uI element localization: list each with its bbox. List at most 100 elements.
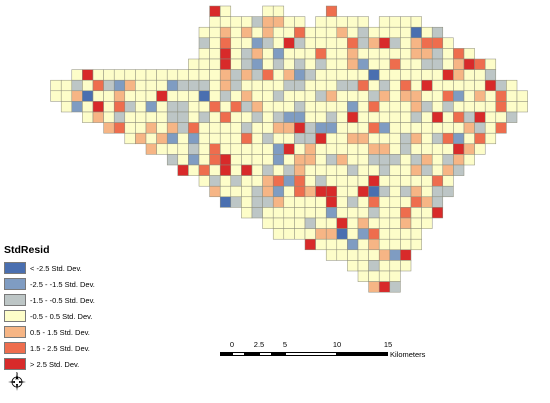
grid-cell (325, 101, 338, 113)
grid-cell (474, 58, 486, 70)
grid-cell (410, 122, 422, 134)
grid-cell (294, 175, 306, 187)
grid-cell (166, 143, 179, 155)
grid-cell (453, 154, 465, 166)
grid-cell (368, 164, 380, 176)
grid-cell (431, 111, 444, 123)
grid-cell (389, 154, 401, 166)
grid-cell (347, 122, 359, 134)
grid-cell (156, 122, 168, 134)
grid-cell (71, 69, 83, 81)
grid-cell (294, 228, 306, 240)
grid-cell (347, 111, 359, 123)
legend-swatch (4, 262, 26, 274)
grid-cell (113, 101, 126, 113)
legend-item: -2.5 - -1.5 Std. Dev. (4, 276, 124, 292)
grid-cell (272, 111, 285, 123)
grid-cell (347, 207, 359, 219)
grid-cell (304, 90, 316, 102)
grid-cell (495, 79, 507, 92)
grid-cell (410, 132, 422, 145)
grid-cell (198, 143, 210, 155)
grid-cell (304, 122, 316, 134)
grid-cell (294, 132, 306, 145)
grid-cell (378, 238, 391, 251)
grid-cell (251, 207, 263, 219)
grid-cell (294, 101, 306, 113)
grid-cell (410, 26, 422, 39)
grid-cell (389, 143, 401, 155)
grid-cell (145, 132, 157, 145)
grid-cell (60, 79, 73, 92)
grid-cell (188, 154, 200, 166)
grid-cell (400, 122, 412, 134)
grid-cell (241, 90, 253, 102)
grid-cell (506, 101, 518, 113)
grid-cell (209, 26, 221, 39)
grid-cell (156, 79, 168, 92)
grid-cell (368, 249, 380, 261)
grid-cell (315, 196, 327, 208)
grid-cell (272, 154, 285, 166)
grid-cell (198, 154, 210, 166)
grid-cell (241, 37, 253, 49)
grid-cell (283, 154, 295, 166)
grid-cell (325, 48, 338, 60)
grid-cell (410, 58, 422, 70)
grid-cell (219, 79, 232, 92)
grid-cell (325, 238, 338, 251)
grid-cell (400, 249, 412, 261)
legend-swatch (4, 294, 26, 306)
grid-cell (209, 69, 221, 81)
grid-cell (315, 26, 327, 39)
grid-cell (347, 16, 359, 28)
grid-cell (145, 111, 157, 123)
grid-cell (389, 122, 401, 134)
legend-item: 0.5 - 1.5 Std. Dev. (4, 324, 124, 340)
grid-cell (484, 132, 497, 145)
grid-cell (410, 164, 422, 176)
grid-cell (304, 217, 316, 229)
grid-cell (283, 175, 295, 187)
grid-cell (188, 164, 200, 176)
grid-cell (241, 111, 253, 123)
grid-cell (294, 154, 306, 166)
grid-cell (421, 164, 433, 176)
grid-cell (60, 90, 73, 102)
scale-segment (285, 352, 337, 356)
grid-cell (347, 196, 359, 208)
grid-cell (315, 143, 327, 155)
grid-cell (166, 69, 179, 81)
grid-cell (389, 101, 401, 113)
grid-cell (230, 79, 242, 92)
grid-cell (400, 185, 412, 198)
grid-cell (347, 154, 359, 166)
grid-cell (198, 111, 210, 123)
grid-cell (283, 26, 295, 39)
grid-cell (103, 101, 115, 113)
grid-cell (219, 132, 232, 145)
grid-cell (209, 58, 221, 70)
grid-cell (325, 154, 338, 166)
grid-cell (241, 122, 253, 134)
grid-cell (400, 37, 412, 49)
grid-cell (230, 164, 242, 176)
grid-cell (283, 111, 295, 123)
grid-cell (410, 79, 422, 92)
grid-cell (230, 143, 242, 155)
grid-cell (421, 122, 433, 134)
grid-cell (262, 185, 274, 198)
grid-cell (516, 101, 528, 113)
grid-cell (325, 249, 338, 261)
grid-cell (453, 58, 465, 70)
grid-cell (241, 132, 253, 145)
grid-cell (230, 16, 242, 28)
grid-cell (347, 58, 359, 70)
grid-cell (325, 132, 338, 145)
grid-cell (336, 111, 348, 123)
grid-cell (209, 164, 221, 176)
grid-cell (188, 58, 200, 70)
grid-cell (219, 175, 232, 187)
grid-cell (135, 122, 147, 134)
grid-cell (283, 143, 295, 155)
